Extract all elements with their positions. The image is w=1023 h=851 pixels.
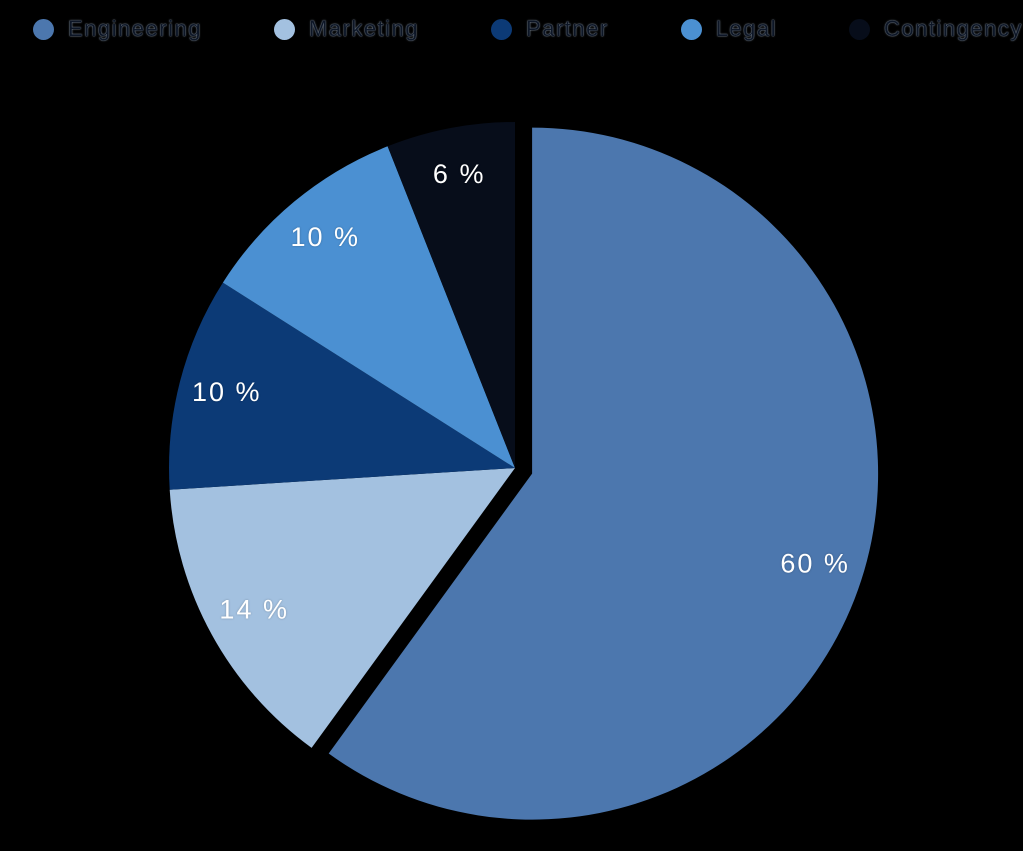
legend-label-marketing: Marketing — [308, 16, 420, 41]
legend-item-partner: Partner — [491, 16, 609, 42]
legend-dot-contingency — [849, 18, 871, 40]
legend-item-engineering: Engineering — [33, 16, 202, 42]
legend-label-contingency: Contingency — [884, 16, 1023, 41]
legend-item-contingency: Contingency — [849, 16, 1023, 42]
legend-item-marketing: Marketing — [273, 16, 420, 42]
legend-item-legal: Legal — [680, 16, 778, 42]
pie-slice-contingency — [387, 121, 515, 468]
chart-legend: Engineering Marketing Partner Legal Continge… — [33, 16, 1023, 42]
pie-slice-engineering — [328, 127, 879, 820]
slice-label-contingency: 6 % — [433, 159, 486, 189]
legend-label-partner: Partner — [526, 16, 609, 41]
legend-label-engineering: Engineering — [68, 16, 202, 41]
slice-label-engineering: 60 % — [780, 549, 850, 579]
pie-slice-legal — [222, 146, 515, 469]
legend-dot-engineering — [33, 18, 54, 40]
legend-label-legal: Legal — [715, 16, 778, 41]
legend-dot-partner — [491, 18, 513, 40]
slice-label-legal: 10 % — [291, 222, 361, 252]
legend-dot-legal — [680, 18, 702, 40]
slice-label-marketing: 14 % — [219, 595, 289, 625]
pie-slice-marketing — [169, 468, 515, 748]
slice-label-partner: 10 % — [192, 377, 262, 407]
legend-dot-marketing — [273, 18, 295, 40]
pie-slice-partner — [169, 282, 515, 490]
